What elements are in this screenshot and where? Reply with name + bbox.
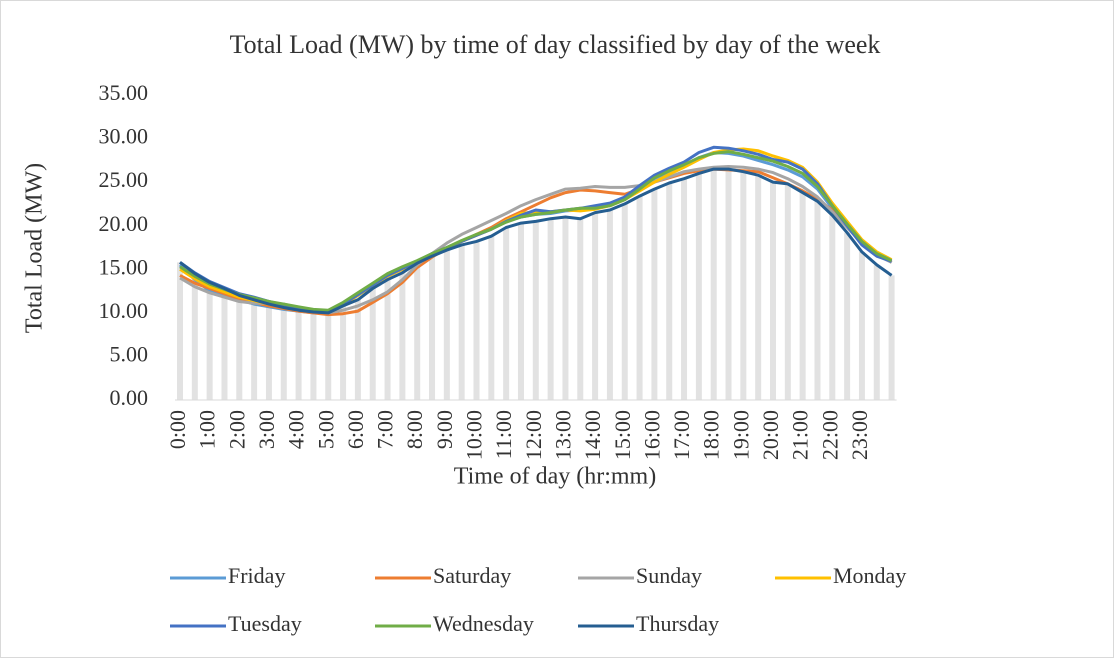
x-tick-label: 11:00 bbox=[491, 410, 516, 459]
x-tick-label: 9:00 bbox=[432, 410, 457, 449]
y-tick-label: 10.00 bbox=[99, 298, 149, 323]
x-tick-label: 16:00 bbox=[639, 410, 664, 460]
x-tick-label: 22:00 bbox=[817, 410, 842, 460]
y-axis-title: Total Load (MW) bbox=[22, 163, 48, 333]
legend-label: Sunday bbox=[636, 563, 702, 588]
x-tick-label: 0:00 bbox=[165, 410, 190, 449]
series-line bbox=[179, 167, 893, 315]
x-tick-label: 12:00 bbox=[521, 410, 546, 460]
x-tick-label: 19:00 bbox=[728, 410, 753, 460]
x-tick-label: 5:00 bbox=[313, 410, 338, 449]
x-axis-title: Time of day (hr:mm) bbox=[454, 464, 656, 490]
x-tick-label: 13:00 bbox=[550, 410, 575, 460]
x-tick-label: 10:00 bbox=[462, 410, 487, 460]
x-tick-label: 6:00 bbox=[343, 410, 368, 449]
x-tick-label: 3:00 bbox=[254, 410, 279, 449]
x-tick-label: 14:00 bbox=[580, 410, 605, 460]
legend-label: Friday bbox=[228, 563, 285, 588]
x-tick-label: 15:00 bbox=[610, 410, 635, 460]
legend-label: Thursday bbox=[636, 611, 719, 636]
x-tick-label: 21:00 bbox=[788, 410, 813, 460]
y-tick-label: 0.00 bbox=[110, 385, 149, 410]
legend-label: Monday bbox=[833, 563, 906, 588]
x-tick-label: 8:00 bbox=[402, 410, 427, 449]
legend-label: Saturday bbox=[433, 563, 511, 588]
x-tick-label: 18:00 bbox=[699, 410, 724, 460]
x-tick-label: 7:00 bbox=[373, 410, 398, 449]
x-tick-label: 17:00 bbox=[669, 410, 694, 460]
x-tick-label: 4:00 bbox=[284, 410, 309, 449]
x-tick-label: 1:00 bbox=[195, 410, 220, 449]
y-tick-label: 30.00 bbox=[99, 124, 149, 149]
x-tick-label: 2:00 bbox=[224, 410, 249, 449]
y-tick-label: 35.00 bbox=[99, 80, 149, 105]
legend-label: Tuesday bbox=[228, 611, 302, 636]
series-line bbox=[179, 150, 893, 312]
legend-label: Wednesday bbox=[433, 611, 534, 636]
y-tick-label: 5.00 bbox=[110, 341, 149, 366]
y-tick-label: 20.00 bbox=[99, 211, 149, 236]
x-tick-label: 23:00 bbox=[847, 410, 872, 460]
y-tick-label: 15.00 bbox=[99, 254, 149, 279]
x-tick-label: 20:00 bbox=[758, 410, 783, 460]
chart-title: Total Load (MW) by time of day classifie… bbox=[230, 30, 881, 59]
y-tick-label: 25.00 bbox=[99, 167, 149, 192]
